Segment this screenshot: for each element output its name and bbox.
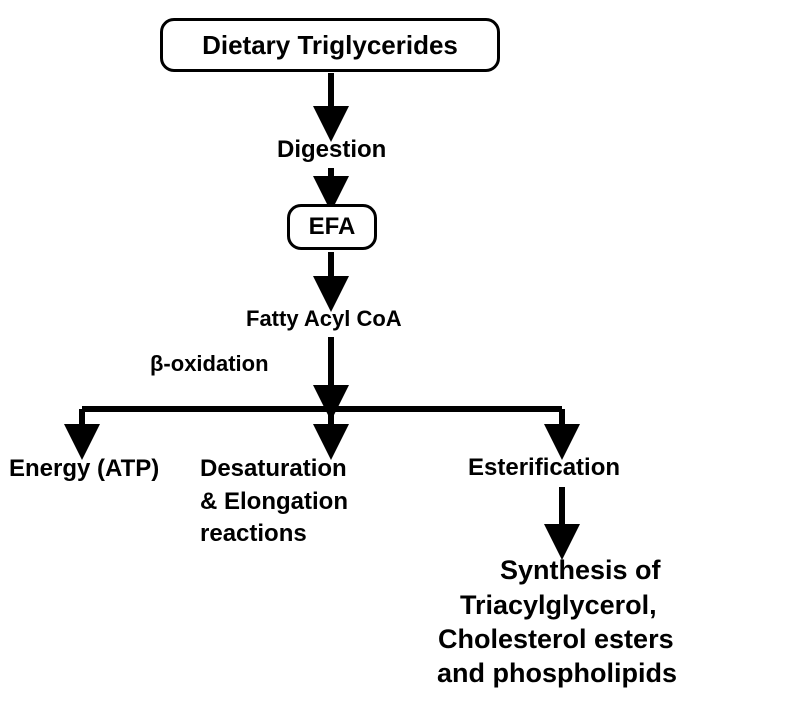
label-syn4: and phospholipids (437, 659, 677, 687)
label-desat1: Desaturation (200, 456, 347, 481)
label-digestion: Digestion (277, 137, 386, 162)
node-dietary-label: Dietary Triglycerides (202, 30, 458, 61)
label-energy: Energy (ATP) (9, 456, 159, 481)
flowchart-canvas: Dietary Triglycerides EFA Digestion Fatt… (0, 0, 793, 709)
node-efa-label: EFA (309, 213, 356, 241)
connectors-svg (0, 0, 793, 709)
node-efa: EFA (287, 204, 377, 250)
label-fattyacyl: Fatty Acyl CoA (246, 307, 402, 330)
label-syn2: Triacylglycerol, (460, 591, 657, 619)
label-desat3: reactions (200, 521, 307, 546)
label-syn1: Synthesis of (500, 556, 661, 584)
label-desat2: & Elongation (200, 489, 348, 514)
label-betaox: β-oxidation (150, 352, 269, 375)
label-ester: Esterification (468, 455, 620, 480)
node-dietary: Dietary Triglycerides (160, 18, 500, 72)
label-syn3: Cholesterol esters (438, 625, 674, 653)
